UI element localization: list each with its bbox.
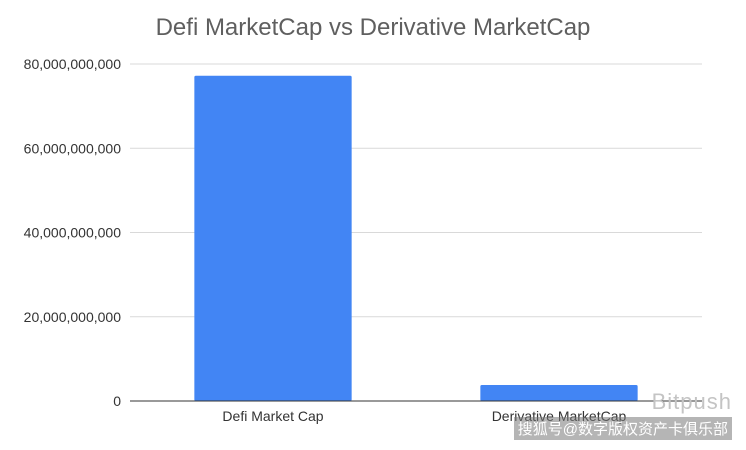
bar — [480, 384, 638, 401]
watermark-source: 搜狐号@数字版权资产卡俱乐部 — [513, 417, 732, 440]
y-tick-label: 80,000,000,000 — [24, 56, 122, 72]
chart-title: Defi MarketCap vs Derivative MarketCap — [155, 14, 591, 41]
watermark-brand: Bitpush — [651, 389, 732, 414]
watermark: Bitpush 搜狐号@数字版权资产卡俱乐部 — [513, 389, 732, 440]
y-tick-label: 20,000,000,000 — [24, 309, 122, 325]
y-tick-label: 0 — [113, 393, 121, 409]
bar — [194, 75, 352, 402]
x-tick-label: Defi Market Cap — [222, 408, 323, 424]
y-tick-label: 60,000,000,000 — [24, 140, 122, 156]
y-tick-label: 40,000,000,000 — [24, 225, 122, 241]
